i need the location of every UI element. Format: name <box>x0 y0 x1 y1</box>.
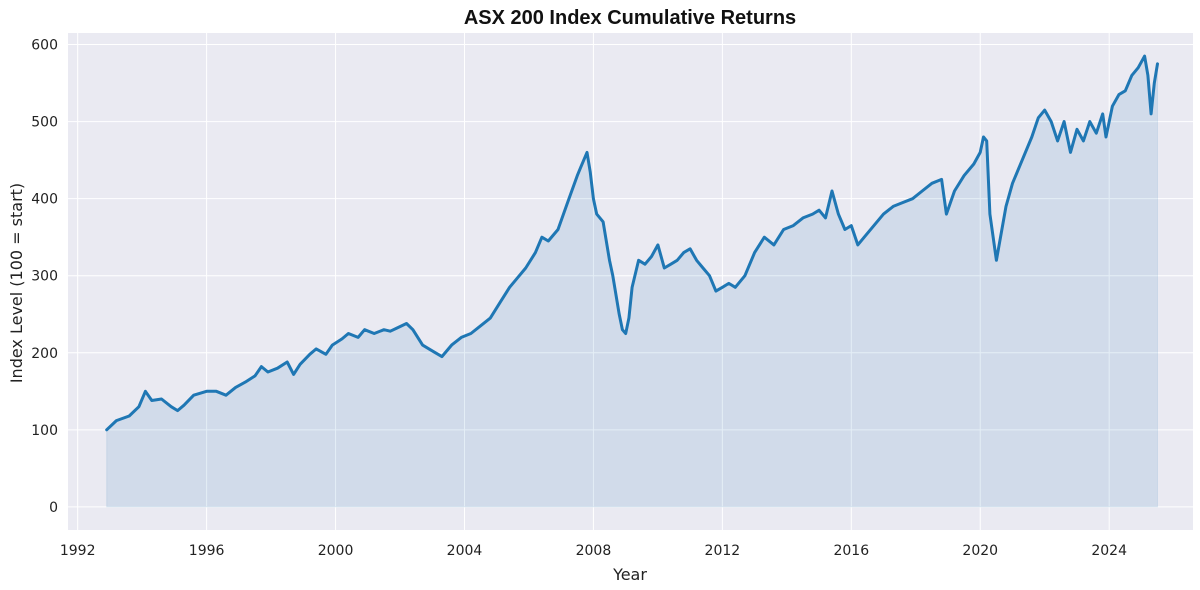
x-tick-labels: 1992 1996 2000 2004 2008 2012 2016 2020 2024 <box>60 543 1127 559</box>
x-tick-label: 1992 <box>60 543 96 559</box>
x-tick-label: 2004 <box>447 543 483 559</box>
x-tick-label: 2000 <box>318 543 354 559</box>
x-tick-label: 2024 <box>1091 543 1127 559</box>
y-tick-label: 300 <box>31 269 58 285</box>
series-line <box>105 54 1159 432</box>
x-tick-label: 2016 <box>833 543 869 559</box>
x-tick-label: 2012 <box>705 543 741 559</box>
y-tick-label: 400 <box>31 192 58 208</box>
x-tick-label: 1996 <box>189 543 225 559</box>
y-tick-label: 500 <box>31 115 58 131</box>
y-tick-label: 0 <box>49 500 58 516</box>
x-tick-label: 2008 <box>576 543 612 559</box>
plot-background <box>68 33 1193 530</box>
chart-title: ASX 200 Index Cumulative Returns <box>464 7 796 29</box>
x-tick-label: 2020 <box>962 543 998 559</box>
y-tick-label: 200 <box>31 346 58 362</box>
y-axis-label: Index Level (100 = start) <box>7 183 26 383</box>
y-tick-labels: 0 100 200 300 400 500 600 <box>31 38 58 516</box>
y-tick-label: 600 <box>31 38 58 54</box>
x-axis-label: Year <box>612 565 647 584</box>
y-tick-label: 100 <box>31 423 58 439</box>
